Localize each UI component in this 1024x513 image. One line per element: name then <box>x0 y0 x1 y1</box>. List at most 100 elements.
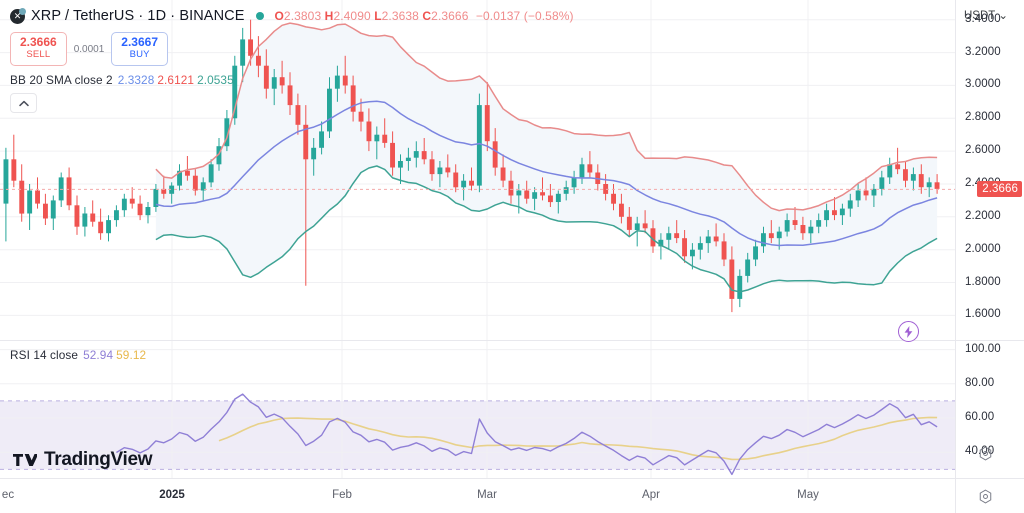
time-axis-settings-icon[interactable] <box>975 486 995 506</box>
candle-body <box>887 164 893 178</box>
candle-body <box>469 180 474 186</box>
price-scale-currency-label: USDT <box>964 10 996 22</box>
buy-price: 2.3667 <box>121 35 158 49</box>
candle-body <box>319 131 324 148</box>
candle-body <box>910 174 916 181</box>
price-tick-3.2000: 3.2000 <box>965 45 1001 58</box>
sell-button[interactable]: 2.3666 SELL <box>10 32 67 66</box>
candle-body <box>366 121 372 142</box>
candle-body <box>784 220 790 232</box>
candle-body <box>745 259 751 276</box>
candle-body <box>808 226 814 234</box>
candle-body <box>216 146 222 165</box>
symbol-title-row[interactable]: XRP / TetherUS · 1D · BINANCE O2.3803 H2… <box>10 6 574 26</box>
candle-body <box>934 182 940 189</box>
lightning-bolt-icon[interactable] <box>898 321 919 342</box>
candle-body <box>871 188 877 196</box>
pane-separator <box>0 340 1024 341</box>
bollinger-bands-legend[interactable]: BB 20 SMA close 2 2.3328 2.6121 2.0535 <box>10 73 574 87</box>
settings-target-glyph <box>979 489 991 503</box>
time-axis-divider <box>955 479 956 513</box>
rsi-ma-line <box>218 416 938 461</box>
bb-basis-value: 2.3328 <box>117 73 155 87</box>
candle-body <box>145 207 151 216</box>
chart-plot-area[interactable] <box>0 0 1024 478</box>
candle-body <box>413 151 419 158</box>
bb-lower-value: 2.0535 <box>197 73 234 87</box>
candle-body <box>43 203 48 219</box>
time-label-Mar: Mar <box>477 489 497 501</box>
candle-body <box>761 233 766 247</box>
ohlc-high-value: 2.4090 <box>333 9 371 23</box>
ohlc-close-value: 2.3666 <box>431 9 469 23</box>
sell-label: SELL <box>26 49 51 60</box>
candle-body <box>421 151 427 160</box>
candle-body <box>508 180 514 196</box>
candle-body <box>847 200 853 209</box>
ohlc-low-value: 2.3638 <box>381 9 419 23</box>
ohlc-open-label: O <box>274 9 284 23</box>
candle-body <box>674 233 680 239</box>
rsi-scale[interactable]: 100.00 80.00 60.00 40.00 <box>955 341 1024 478</box>
time-label-ec: ec <box>1 489 15 501</box>
candle-body <box>737 275 743 299</box>
candle-body <box>705 236 711 244</box>
tradingview-watermark: TradingView <box>13 449 153 471</box>
symbol-title[interactable]: XRP / TetherUS · 1D · BINANCE <box>31 8 245 24</box>
price-scale-currency-button[interactable]: USDT ⌄ <box>964 8 1008 22</box>
candle-body <box>114 210 119 221</box>
ohlc-close-label: C <box>422 9 432 23</box>
chevron-up-icon[interactable] <box>10 93 37 113</box>
rsi-pane[interactable] <box>0 341 955 478</box>
candle-body <box>903 169 908 181</box>
candle-body <box>358 111 364 122</box>
price-tick-2.2000: 2.2000 <box>965 209 1001 222</box>
candle-body <box>832 210 837 216</box>
candle-body <box>603 184 609 194</box>
candle-body <box>11 159 17 181</box>
candle-body <box>224 118 230 147</box>
candle-body <box>863 190 869 196</box>
buy-button[interactable]: 2.3667 BUY <box>111 32 168 66</box>
rsi-settings-icon[interactable] <box>975 443 995 463</box>
rsi-tick-100.00: 100.00 <box>965 342 1001 355</box>
price-tick-1.8000: 1.8000 <box>965 275 1001 288</box>
candle-body <box>492 141 498 168</box>
candle-body <box>279 77 285 86</box>
candle-body <box>437 167 443 175</box>
candle-body <box>650 228 656 247</box>
ohlc-values: O2.3803 H2.4090 L2.3638 C2.3666 −0.0137 … <box>274 9 573 23</box>
time-axis[interactable]: ec 2025 Feb Mar Apr May <box>0 478 1024 513</box>
buy-label: BUY <box>129 49 150 60</box>
candle-body <box>753 246 758 260</box>
price-scale[interactable]: USDT ⌄ 3.40003.20003.00002.80002.60002.4… <box>955 0 1024 340</box>
rsi-legend[interactable]: RSI 14 close 52.94 59.12 <box>10 348 146 362</box>
settings-target-glyph <box>979 446 991 460</box>
rsi-value: 52.94 <box>83 348 114 362</box>
candle-body <box>232 65 238 119</box>
candle-body <box>303 124 309 160</box>
candle-body <box>121 198 127 211</box>
price-pane[interactable] <box>0 0 955 340</box>
candle-body <box>824 210 829 221</box>
candle-body <box>161 188 167 194</box>
candle-body <box>398 161 403 168</box>
candle-body <box>895 164 901 170</box>
market-status-dot <box>256 12 265 20</box>
candle-body <box>713 236 719 242</box>
ohlc-low-label: L <box>374 9 382 23</box>
candle-body <box>390 142 395 168</box>
candle-body <box>634 223 640 230</box>
candle-body <box>697 243 703 250</box>
candle-body <box>626 216 632 230</box>
candle-body <box>287 85 293 106</box>
candle-body <box>50 200 56 219</box>
candle-body <box>192 175 198 191</box>
price-tick-2.0000: 2.0000 <box>965 242 1001 255</box>
candle-body <box>35 190 40 204</box>
candle-body <box>776 231 782 239</box>
candle-body <box>445 167 451 173</box>
time-label-Feb: Feb <box>332 489 352 501</box>
time-label-Apr: Apr <box>642 489 660 501</box>
